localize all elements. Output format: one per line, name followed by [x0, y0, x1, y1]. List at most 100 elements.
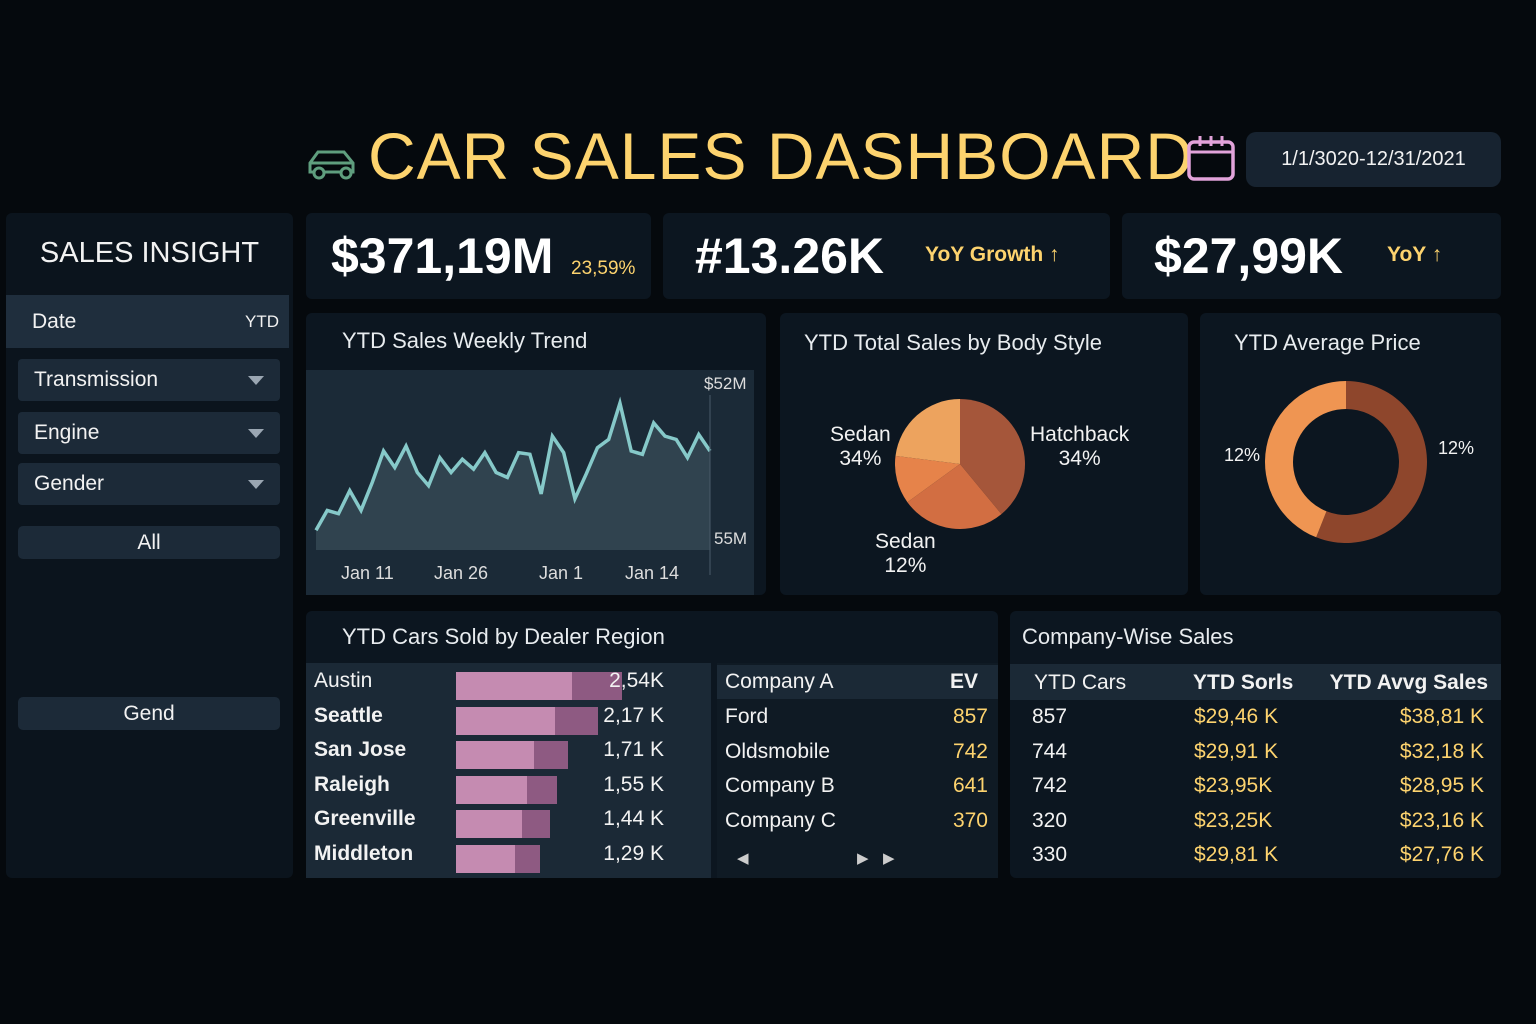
region-bar [456, 810, 551, 838]
region-label: Middleton [314, 841, 414, 865]
column-header: YTD Avvg Sales [1329, 671, 1488, 694]
dropdown-label: Transmission [34, 368, 159, 391]
company-name: Ford [725, 705, 769, 728]
panel-title: YTD Cars Sold by Dealer Region [342, 624, 665, 649]
sidebar: SALES INSIGHT Date YTD Transmission Engi… [6, 213, 293, 878]
bar-value-label: 2,17 K [603, 703, 664, 727]
region-bar [456, 741, 568, 769]
ytd-avg-sales: $32,18 K [1399, 739, 1484, 763]
kpi-cars-sold: #13.26K YoY Growth ↑ [663, 213, 1110, 299]
ytd-sales: $29,91 K [1194, 739, 1279, 763]
kpi-delta: YoY ↑ [1387, 243, 1443, 266]
kpi-delta: 23,59% [571, 258, 636, 279]
company-sales-panel: Company-Wise Sales YTD Cars YTD Sorls YT… [1010, 611, 1501, 878]
ytd-cars: 857 [1032, 705, 1068, 728]
pie-slice [907, 464, 1002, 529]
ytd-sales: $29,46 K [1194, 705, 1279, 728]
company-name: Company B [725, 774, 835, 797]
date-filter[interactable]: Date YTD [6, 295, 289, 348]
kpi-value: $371,19M [331, 228, 554, 284]
region-label: Greenville [314, 807, 416, 830]
date-range-picker[interactable]: 1/1/3020-12/31/2021 [1246, 132, 1501, 187]
chevron-down-icon [248, 428, 264, 438]
ytd-cars: 320 [1032, 808, 1068, 832]
avg-price-panel: YTD Average Price 12% 12% [1200, 313, 1501, 595]
panel-title: Company-Wise Sales [1022, 624, 1234, 649]
calendar-icon[interactable] [1186, 134, 1236, 182]
ytd-cars: 742 [1032, 774, 1068, 797]
column-header: Company A [725, 670, 834, 693]
pie-slice [960, 399, 1025, 515]
donut-label: 12% [1224, 445, 1261, 465]
region-bar [456, 706, 598, 735]
gender-dropdown[interactable]: Gender [18, 463, 280, 505]
ytd-avg-sales: $23,16 K [1399, 808, 1484, 832]
ev-value: 641 [952, 774, 988, 797]
donut-chart [1265, 381, 1427, 543]
ytd-avg-sales: $38,81 K [1399, 705, 1484, 728]
car-icon [308, 150, 355, 180]
dropdown-label: Engine [34, 421, 100, 444]
region-bar [456, 672, 622, 700]
region-bar [456, 844, 541, 873]
gend-button[interactable]: Gend [18, 697, 280, 730]
region-label: San Jose [314, 738, 407, 761]
kpi-avg-price: $27,99K YoY ↑ [1122, 213, 1501, 299]
line-area [316, 403, 710, 550]
dropdown-label: Gender [34, 472, 105, 495]
pie-label: Sedan 34% [830, 423, 891, 470]
company-ev-table: Company A EV Ford 857 Oldsmobile 742 Company… [717, 663, 998, 878]
panel-title: YTD Sales Weekly Trend [342, 328, 588, 353]
kpi-value: $27,99K [1154, 228, 1344, 284]
kpi-delta: YoY Growth ↑ [925, 243, 1060, 266]
x-tick: Jan 11 [341, 563, 394, 583]
dealer-region-panel: YTD Cars Sold by Dealer Region Austin 2,5… [306, 611, 998, 878]
panel-title: YTD Average Price [1234, 330, 1421, 355]
pie-slice [1316, 381, 1427, 543]
x-tick: Jan 14 [625, 563, 679, 583]
ytd-avg-sales: $27,76 K [1399, 843, 1484, 866]
company-name: Oldsmobile [725, 739, 831, 763]
region-bar-chart: Austin 2,54K Seattle 2,17 K San Jose 1,71 K Ra… [306, 663, 711, 878]
date-value: YTD [245, 311, 279, 331]
body-style-panel: YTD Total Sales by Body Style Sedan 34% H… [780, 313, 1188, 595]
engine-dropdown[interactable]: Engine [18, 412, 280, 454]
bar-value-label: 1,44 K [603, 807, 664, 830]
kpi-value: #13.26K [695, 228, 885, 284]
chevron-down-icon [248, 479, 264, 489]
bar-value-label: 1,55 K [603, 772, 664, 796]
ytd-avg-sales: $28,95 K [1399, 774, 1484, 797]
ev-value: 370 [952, 808, 988, 832]
x-tick: Jan 1 [539, 563, 583, 583]
ytd-cars: 330 [1032, 843, 1068, 866]
ytd-cars: 744 [1032, 739, 1068, 763]
transmission-dropdown[interactable]: Transmission [18, 359, 280, 401]
ytd-sales: $29,81 K [1194, 843, 1279, 866]
all-button[interactable]: All [18, 526, 280, 559]
date-label: Date [32, 309, 77, 333]
ytd-sales: $23,25K [1194, 808, 1273, 832]
region-label: Austin [314, 669, 373, 692]
ev-value: 857 [952, 705, 988, 728]
prev-page-icon[interactable]: ◀ [737, 850, 749, 867]
line-chart: $52M 55M Jan 11 Jan 26 Jan 1 Jan 14 [306, 370, 754, 595]
y-label-top: $52M [704, 374, 747, 393]
ytd-sales: $23,95K [1194, 774, 1273, 797]
table-header: Company A EV [717, 665, 998, 699]
last-page-icon[interactable]: ▶ [883, 850, 895, 867]
pie-label: Hatchback 34% [1030, 423, 1130, 470]
next-page-icon[interactable]: ▶ [857, 850, 869, 867]
sidebar-title: SALES INSIGHT [39, 237, 260, 269]
pie-slice [1265, 381, 1346, 538]
dashboard-title: CAR SALES DASHBOARD [368, 119, 1194, 193]
bar-value-label: 1,29 K [603, 841, 664, 865]
kpi-total-sales: $371,19M 23,59% [306, 213, 651, 299]
bar-value-label: 2,54K [609, 669, 664, 692]
pie-slice [895, 399, 960, 464]
panel-title: YTD Total Sales by Body Style [804, 330, 1102, 355]
y-label-bottom: 55M [714, 529, 747, 548]
table-header: YTD Cars YTD Sorls YTD Avvg Sales [1010, 664, 1501, 700]
company-name: Company C [725, 808, 836, 832]
line-series [314, 396, 712, 532]
x-tick: Jan 26 [434, 563, 488, 583]
